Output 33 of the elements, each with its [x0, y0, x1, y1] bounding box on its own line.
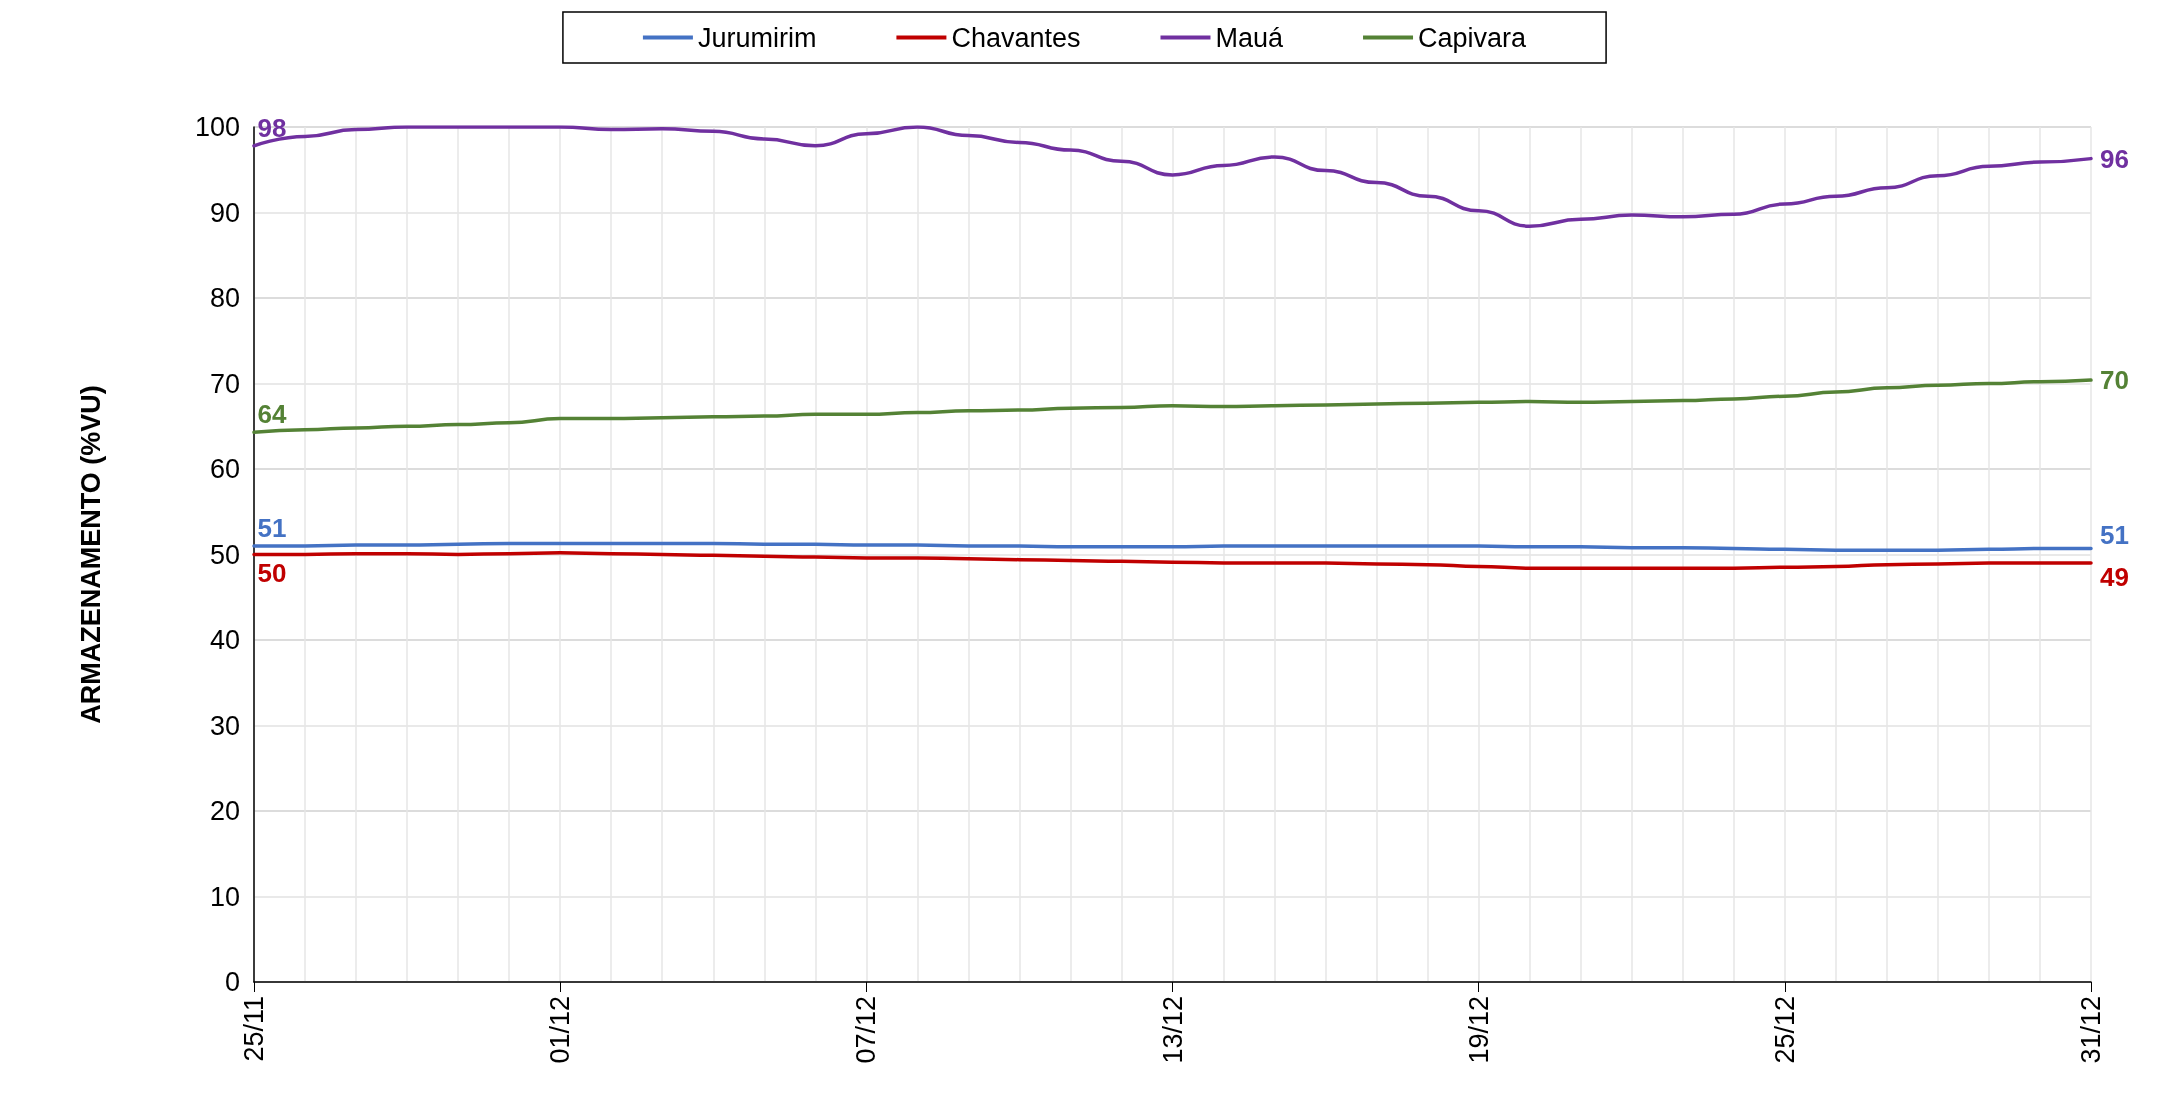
- y-tick-label: 50: [209, 539, 240, 570]
- y-tick-label: 80: [209, 283, 240, 313]
- x-tick-label: 31/12: [2076, 996, 2106, 1064]
- x-tick-label: 13/12: [1157, 996, 1188, 1064]
- y-tick-label: 90: [209, 197, 240, 228]
- line-series: [252, 541, 2093, 552]
- legend-label: Jurumirim: [697, 22, 817, 53]
- data-label: 96: [2100, 143, 2129, 174]
- y-tick-label: 20: [209, 796, 240, 826]
- x-tick-label: 01/12: [545, 996, 576, 1064]
- y-tick-label: 60: [209, 454, 240, 484]
- y-tick-label: 70: [209, 368, 240, 399]
- y-tick-label: 100: [194, 112, 240, 142]
- legend-label: Capivara: [1418, 22, 1528, 53]
- legend-label: Mauá: [1215, 22, 1285, 53]
- data-label: 98: [257, 112, 287, 143]
- x-tick-label: 07/12: [851, 996, 882, 1064]
- x-tick-label: 25/12: [1769, 996, 1800, 1064]
- data-label: 49: [2100, 562, 2129, 593]
- y-tick-label: 0: [224, 967, 240, 997]
- data-label: 51: [257, 512, 287, 543]
- y-tick-label: 30: [209, 710, 240, 741]
- line-series: [252, 378, 2093, 434]
- y-tick-label: 40: [209, 625, 240, 655]
- legend-label: Chavantes: [951, 22, 1081, 53]
- x-tick-label: 25/11: [239, 996, 269, 1062]
- data-label: 50: [257, 557, 287, 588]
- data-label: 70: [2100, 365, 2129, 396]
- data-label: 51: [2100, 519, 2129, 550]
- y-tick-label: 10: [209, 881, 240, 912]
- y-axis-title: ARMAZENAMENTO (%VU): [75, 385, 106, 724]
- data-label: 64: [257, 399, 287, 430]
- x-tick-label: 19/12: [1463, 996, 1494, 1064]
